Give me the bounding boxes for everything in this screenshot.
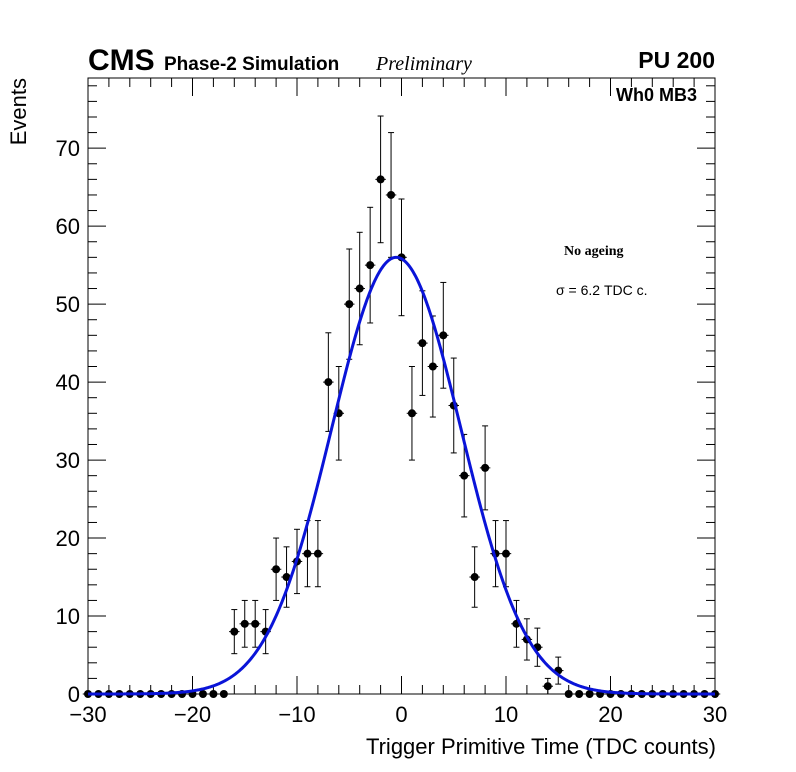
- marker: [387, 190, 396, 199]
- x-tick-label: −20: [174, 702, 211, 727]
- x-tick-label: −30: [69, 702, 106, 727]
- tick-labels: −30 −20 −10 0 10 20 30 0 10 20 30 40 50 60 70: [56, 136, 728, 727]
- data-point: [417, 290, 428, 396]
- x-tick-label: 0: [395, 702, 407, 727]
- marker: [366, 261, 375, 270]
- ageing-annotation: No ageing: [564, 244, 624, 259]
- marker: [251, 619, 260, 628]
- marker: [543, 682, 552, 691]
- x-axis-title: Trigger Primitive Time (TDC counts): [366, 734, 716, 759]
- y-tick-label: 0: [68, 682, 80, 707]
- marker: [313, 549, 322, 558]
- y-tick-label: 50: [56, 292, 80, 317]
- data-point: [427, 315, 439, 418]
- data-point: [375, 115, 386, 244]
- data-point: [208, 690, 219, 698]
- data-point: [479, 425, 491, 511]
- simulation-label: Phase-2 Simulation: [164, 54, 339, 75]
- preliminary-label: Preliminary: [375, 53, 472, 75]
- marker: [439, 331, 448, 340]
- x-tick-label: −10: [278, 702, 315, 727]
- data-point: [542, 677, 554, 695]
- cms-label: CMS: [88, 44, 155, 77]
- data-point: [218, 690, 230, 698]
- x-tick-label: 10: [494, 702, 518, 727]
- marker: [481, 463, 490, 472]
- data-point: [229, 609, 240, 655]
- x-tick-label: 20: [598, 702, 622, 727]
- data-point: [249, 599, 261, 648]
- data-point: [270, 537, 282, 601]
- marker: [282, 573, 291, 582]
- y-tick-label: 70: [56, 136, 80, 161]
- data-point: [438, 281, 449, 389]
- data-point: [563, 690, 574, 698]
- pileup-label: PU 200: [638, 47, 715, 73]
- data-point: [584, 690, 595, 698]
- marker: [575, 690, 584, 698]
- y-axis-title: Events: [6, 78, 31, 145]
- region-label: Wh0 MB3: [616, 85, 697, 105]
- marker: [428, 362, 437, 371]
- data-point: [312, 520, 324, 588]
- gaussian-fit-curve: [88, 255, 715, 696]
- marker: [219, 690, 228, 698]
- marker: [564, 690, 573, 698]
- x-tick-label: 30: [703, 702, 727, 727]
- marker: [209, 690, 218, 698]
- sigma-annotation: σ = 6.2 TDC c.: [556, 282, 648, 298]
- marker: [470, 573, 479, 582]
- marker: [407, 409, 416, 418]
- marker: [585, 690, 594, 698]
- data-point: [323, 332, 334, 432]
- marker: [345, 300, 354, 309]
- marker: [502, 549, 510, 558]
- marker: [198, 690, 207, 698]
- data-point: [197, 690, 209, 698]
- y-tick-label: 30: [56, 448, 80, 473]
- data-point: [573, 690, 585, 698]
- y-tick-label: 60: [56, 214, 80, 239]
- y-tick-label: 40: [56, 370, 80, 395]
- data-point: [364, 206, 376, 324]
- marker: [230, 627, 239, 636]
- y-tick-label: 20: [56, 526, 80, 551]
- marker: [355, 284, 364, 293]
- data-point: [469, 546, 480, 608]
- marker: [376, 175, 385, 184]
- marker: [272, 565, 281, 574]
- marker: [240, 619, 249, 628]
- data-point: [532, 627, 543, 667]
- data-point: [239, 599, 250, 648]
- marker: [324, 378, 333, 387]
- marker: [418, 339, 427, 348]
- marker: [303, 549, 312, 558]
- marker: [460, 471, 469, 480]
- y-tick-label: 10: [56, 604, 80, 629]
- data-point: [406, 366, 418, 461]
- tick-marks: [87, 78, 716, 695]
